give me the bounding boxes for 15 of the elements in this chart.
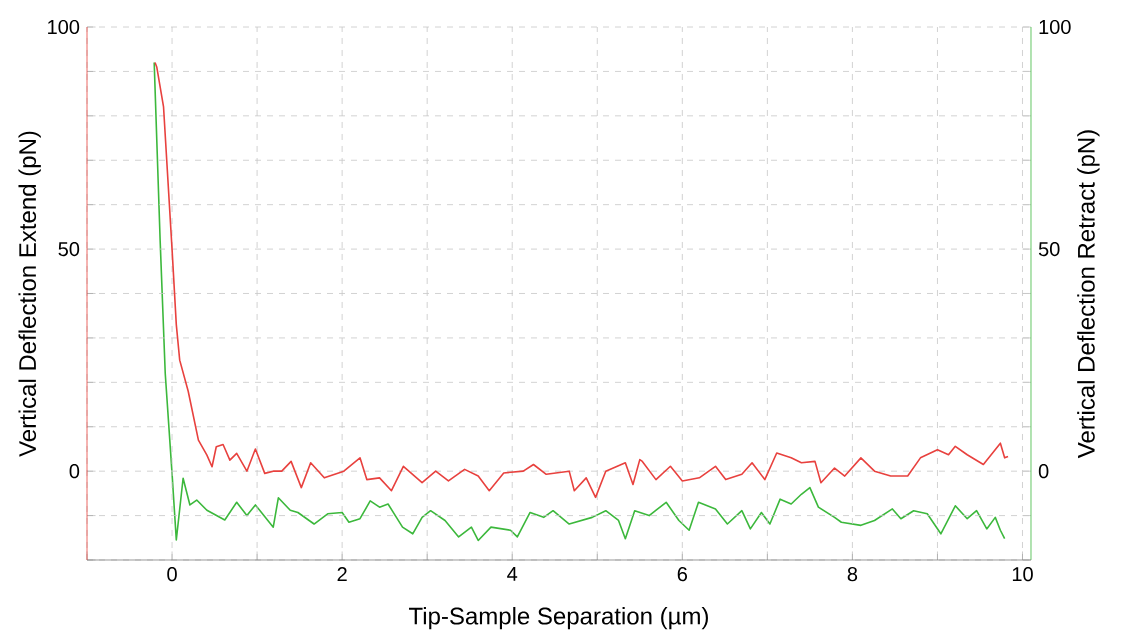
y2-tick-label: 100 — [1039, 19, 1071, 35]
x-tick-label: 8 — [847, 567, 858, 582]
y-tick-label: 0 — [69, 464, 80, 479]
y-tick-label: 100 — [48, 19, 80, 35]
x-tick-label: 4 — [507, 567, 518, 581]
y-axis-title: Vertical Deflection Extend (pN) — [18, 131, 41, 457]
y-tick-label: 50 — [58, 242, 80, 257]
x-tick-label: 6 — [677, 567, 688, 582]
x-axis-title: Tip-Sample Separation (µm) — [409, 606, 708, 630]
y2-tick-label: 50 — [1038, 242, 1060, 257]
y2-axis-title: Vertical Deflection Retract (pN) — [1077, 130, 1100, 459]
x-tick-label: 0 — [167, 567, 177, 582]
y2-tick-label: 0 — [1038, 464, 1049, 479]
x-tick-label: 2 — [337, 567, 347, 582]
x-tick-label: 10 — [1012, 567, 1033, 582]
